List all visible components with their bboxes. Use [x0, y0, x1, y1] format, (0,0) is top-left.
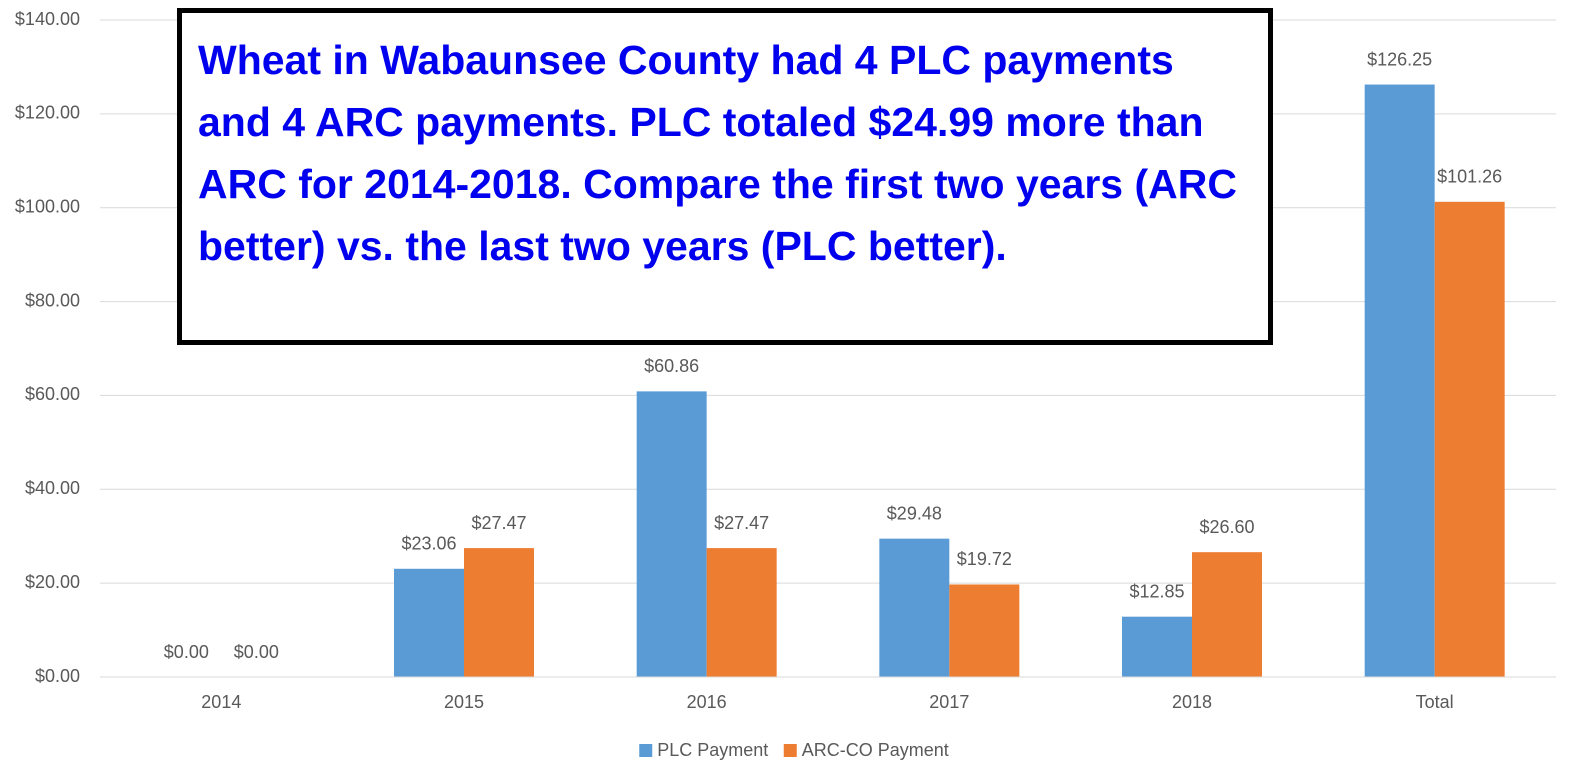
y-tick-label: $80.00 [25, 290, 80, 310]
y-tick-label: $0.00 [35, 666, 80, 686]
y-tick-label: $20.00 [25, 572, 80, 592]
value-label: $60.86 [644, 356, 699, 376]
bar [1434, 201, 1505, 678]
value-label: $0.00 [234, 642, 279, 662]
x-tick-label: 2018 [1172, 692, 1212, 712]
value-label: $26.60 [1199, 517, 1254, 537]
bar [949, 584, 1020, 677]
x-tick-label: 2016 [687, 692, 727, 712]
x-tick-label: Total [1416, 692, 1454, 712]
bar [706, 548, 777, 677]
bar [879, 538, 950, 677]
value-label: $19.72 [957, 549, 1012, 569]
value-label: $23.06 [401, 534, 456, 554]
value-label: $101.26 [1437, 167, 1502, 187]
value-label: $0.00 [164, 642, 209, 662]
y-tick-label: $60.00 [25, 384, 80, 404]
legend-label: PLC Payment [657, 740, 768, 760]
value-label: $27.47 [471, 513, 526, 533]
y-tick-label: $40.00 [25, 478, 80, 498]
bar [1122, 616, 1192, 677]
y-tick-label: $120.00 [15, 103, 80, 123]
x-tick-label: 2017 [929, 692, 969, 712]
legend-swatch [639, 744, 653, 757]
value-label: $29.48 [887, 503, 942, 523]
bar [1192, 552, 1262, 677]
annotation-box: Wheat in Wabaunsee County had 4 PLC paym… [177, 8, 1273, 345]
bar [636, 391, 707, 677]
bar [394, 568, 464, 677]
x-tick-label: 2014 [201, 692, 241, 712]
value-label: $126.25 [1367, 49, 1432, 69]
legend-label: ARC-CO Payment [802, 740, 949, 760]
bar [1364, 84, 1435, 677]
x-tick-label: 2015 [444, 692, 484, 712]
y-tick-label: $100.00 [15, 196, 80, 216]
value-label: $27.47 [714, 513, 769, 533]
legend-swatch [783, 744, 797, 757]
y-tick-label: $140.00 [15, 9, 80, 29]
bar [464, 548, 534, 677]
value-label: $12.85 [1129, 581, 1184, 601]
